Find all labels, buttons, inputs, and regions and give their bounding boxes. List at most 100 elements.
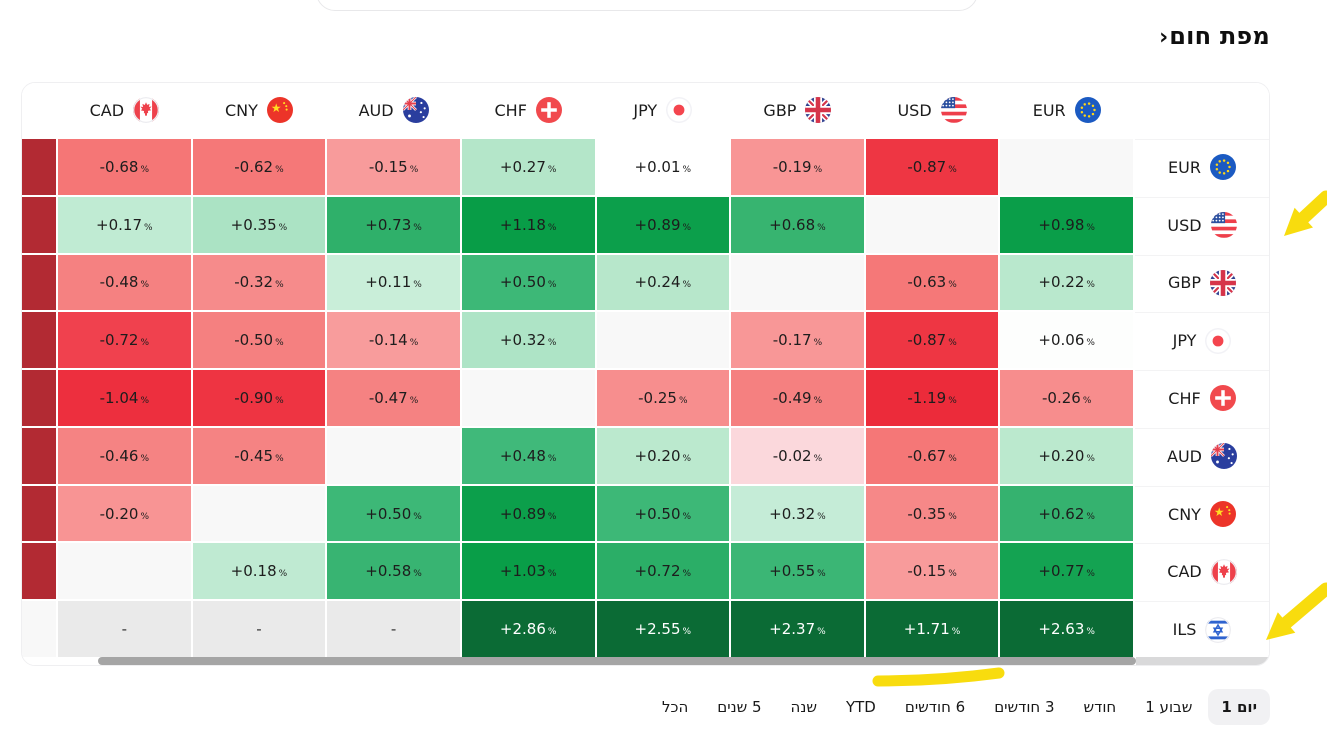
row-code: EUR: [1168, 157, 1201, 177]
heatmap-cell-cny-vs-jpy: +0.50%: [596, 485, 730, 542]
heatmap-cell-cad-vs-aud: +0.58%: [327, 543, 460, 600]
heatmap-cell-usd-vs-chf: +1.18%: [461, 196, 595, 253]
row-label-gbp[interactable]: GBP: [1135, 254, 1269, 311]
cell-value: -0.87%: [907, 157, 957, 176]
cell-value: +1.03%: [499, 562, 557, 581]
period-tab-5y[interactable]: 5 שנים: [704, 689, 774, 725]
cell-value: -0.48%: [99, 273, 149, 292]
heatmap-cell-jpy-vs-eur: +0.06%: [1000, 312, 1133, 369]
heatmap-cell-ils-vs-cny: -: [192, 601, 326, 657]
heatmap-cell-cny-vs-usd: -0.35%: [865, 485, 999, 542]
row-label-cad[interactable]: CAD: [1135, 543, 1269, 600]
heatmap-cell-ils-vs-jpy: +2.55%: [596, 601, 730, 657]
truncated-column-cell-eur: [22, 139, 56, 195]
cell-value: -1.19%: [907, 388, 957, 407]
chevron-left-icon: ‹: [1159, 24, 1169, 50]
row-label-chf[interactable]: CHF: [1135, 370, 1269, 426]
heatmap-cell-usd-vs-usd: [865, 196, 999, 253]
cell-value: +2.55%: [634, 620, 692, 639]
row-label-usd[interactable]: USD: [1135, 196, 1269, 253]
row-label-ils[interactable]: ILS: [1135, 601, 1269, 657]
row-label-aud[interactable]: AUD: [1135, 427, 1269, 484]
row-label-jpy[interactable]: JPY: [1135, 312, 1269, 369]
row-code: CHF: [1168, 388, 1201, 408]
heatmap-cell-aud-vs-cad: -0.46%: [58, 427, 191, 484]
heatmap-cell-cad-vs-usd: -0.15%: [865, 543, 999, 600]
no-data-dash: -: [121, 620, 128, 639]
cell-value: -0.32%: [234, 273, 284, 292]
heatmap-cell-usd-vs-cny: +0.35%: [192, 196, 326, 253]
heatmap-cell-aud-vs-gbp: -0.02%: [731, 427, 864, 484]
scrollbar-track-right[interactable]: [1136, 657, 1268, 665]
heatmap-cell-cny-vs-eur: +0.62%: [1000, 485, 1133, 542]
flag-uk-icon: [805, 97, 832, 123]
truncated-column-cell-jpy: [22, 312, 56, 369]
cell-value: -0.26%: [1042, 388, 1092, 407]
scrollbar-thumb[interactable]: [98, 657, 1136, 665]
flag-switzerland-icon: [1209, 385, 1236, 412]
heatmap-cell-cad-vs-cny: +0.18%: [192, 543, 326, 600]
cell-value: -0.63%: [907, 273, 957, 292]
heatmap-cell-cny-vs-cad: -0.20%: [58, 485, 191, 542]
horizontal-scrollbar[interactable]: [22, 657, 1269, 665]
cell-value: +2.63%: [1038, 620, 1095, 639]
period-tab-ytd[interactable]: YTD: [833, 689, 889, 725]
flag-china-icon: ★: [266, 97, 293, 123]
heatmap-cell-eur-vs-jpy: +0.01%: [596, 139, 730, 195]
row-label-cny[interactable]: CNY ★: [1135, 485, 1269, 542]
truncated-column-cell-usd: [22, 196, 56, 253]
column-header-cny[interactable]: CNY ★: [192, 83, 326, 137]
column-header-chf[interactable]: CHF: [461, 83, 595, 137]
cell-value: +0.73%: [365, 215, 422, 234]
heatmap-cell-gbp-vs-eur: +0.22%: [1000, 254, 1133, 311]
column-header-usd[interactable]: USD: [865, 83, 999, 137]
no-data-dash: -: [390, 620, 397, 639]
period-tab-1d[interactable]: יום 1: [1208, 689, 1270, 725]
row-label-eur[interactable]: EUR: [1135, 139, 1269, 195]
column-code: GBP: [763, 100, 797, 120]
heatmap-cell-cny-vs-chf: +0.89%: [461, 485, 595, 542]
cell-value: -0.87%: [907, 331, 957, 350]
period-tab-1w[interactable]: שבוע 1: [1132, 689, 1205, 725]
heatmap-cell-gbp-vs-jpy: +0.24%: [596, 254, 730, 311]
cell-value: +0.68%: [769, 215, 826, 234]
cell-value: +0.48%: [499, 446, 557, 465]
row-code: JPY: [1172, 331, 1197, 351]
column-header-jpy[interactable]: JPY: [596, 83, 730, 137]
svg-text:★: ★: [271, 101, 282, 115]
cell-value: +0.98%: [1038, 215, 1095, 234]
column-header-cad[interactable]: CAD: [58, 83, 191, 137]
cell-value: +0.89%: [499, 504, 557, 523]
ils-row-marker-arrow-tail: [1275, 582, 1327, 633]
search-bar-partial[interactable]: [316, 0, 978, 11]
column-header-aud[interactable]: AUD: [327, 83, 460, 137]
heatmap-cell-gbp-vs-cny: -0.32%: [192, 254, 326, 311]
six-months-underline: [872, 667, 1005, 687]
section-title-link[interactable]: מפת חום ‹: [1159, 22, 1270, 50]
heatmap-cell-jpy-vs-chf: +0.32%: [461, 312, 595, 369]
cell-value: -0.62%: [234, 157, 284, 176]
heatmap-cell-ils-vs-chf: +2.86%: [461, 601, 595, 657]
cell-value: +0.18%: [230, 562, 288, 581]
period-tab-all[interactable]: הכל: [649, 689, 701, 725]
heatmap-cell-ils-vs-gbp: +2.37%: [731, 601, 864, 657]
heatmap-cell-ils-vs-aud: -: [327, 601, 460, 657]
period-tab-3m[interactable]: 3 חודשים: [981, 689, 1067, 725]
column-header-gbp[interactable]: GBP: [731, 83, 864, 137]
cell-value: -0.19%: [772, 157, 823, 176]
period-tab-1y[interactable]: שנה: [778, 689, 830, 725]
heatmap-cell-jpy-vs-jpy: [596, 312, 730, 369]
heatmap-cell-jpy-vs-cny: -0.50%: [192, 312, 326, 369]
period-tab-6m[interactable]: 6 חודשים: [892, 689, 978, 725]
column-header-eur[interactable]: EUR: [1000, 83, 1133, 137]
flag-eu-icon: [1074, 97, 1101, 123]
flag-israel-icon: [1205, 616, 1232, 643]
heatmap-cell-cad-vs-jpy: +0.72%: [596, 543, 730, 600]
column-code: AUD: [358, 100, 394, 120]
cell-value: -0.90%: [234, 388, 284, 407]
heatmap-grid: CAD CNY ★ AUD CHF JPY GBP USD EUR -0.68% -0.62% -0.…: [22, 83, 1269, 657]
flag-australia-icon: [1210, 443, 1237, 470]
period-tab-1m[interactable]: חודש: [1071, 689, 1130, 725]
cell-value: -0.68%: [99, 157, 149, 176]
